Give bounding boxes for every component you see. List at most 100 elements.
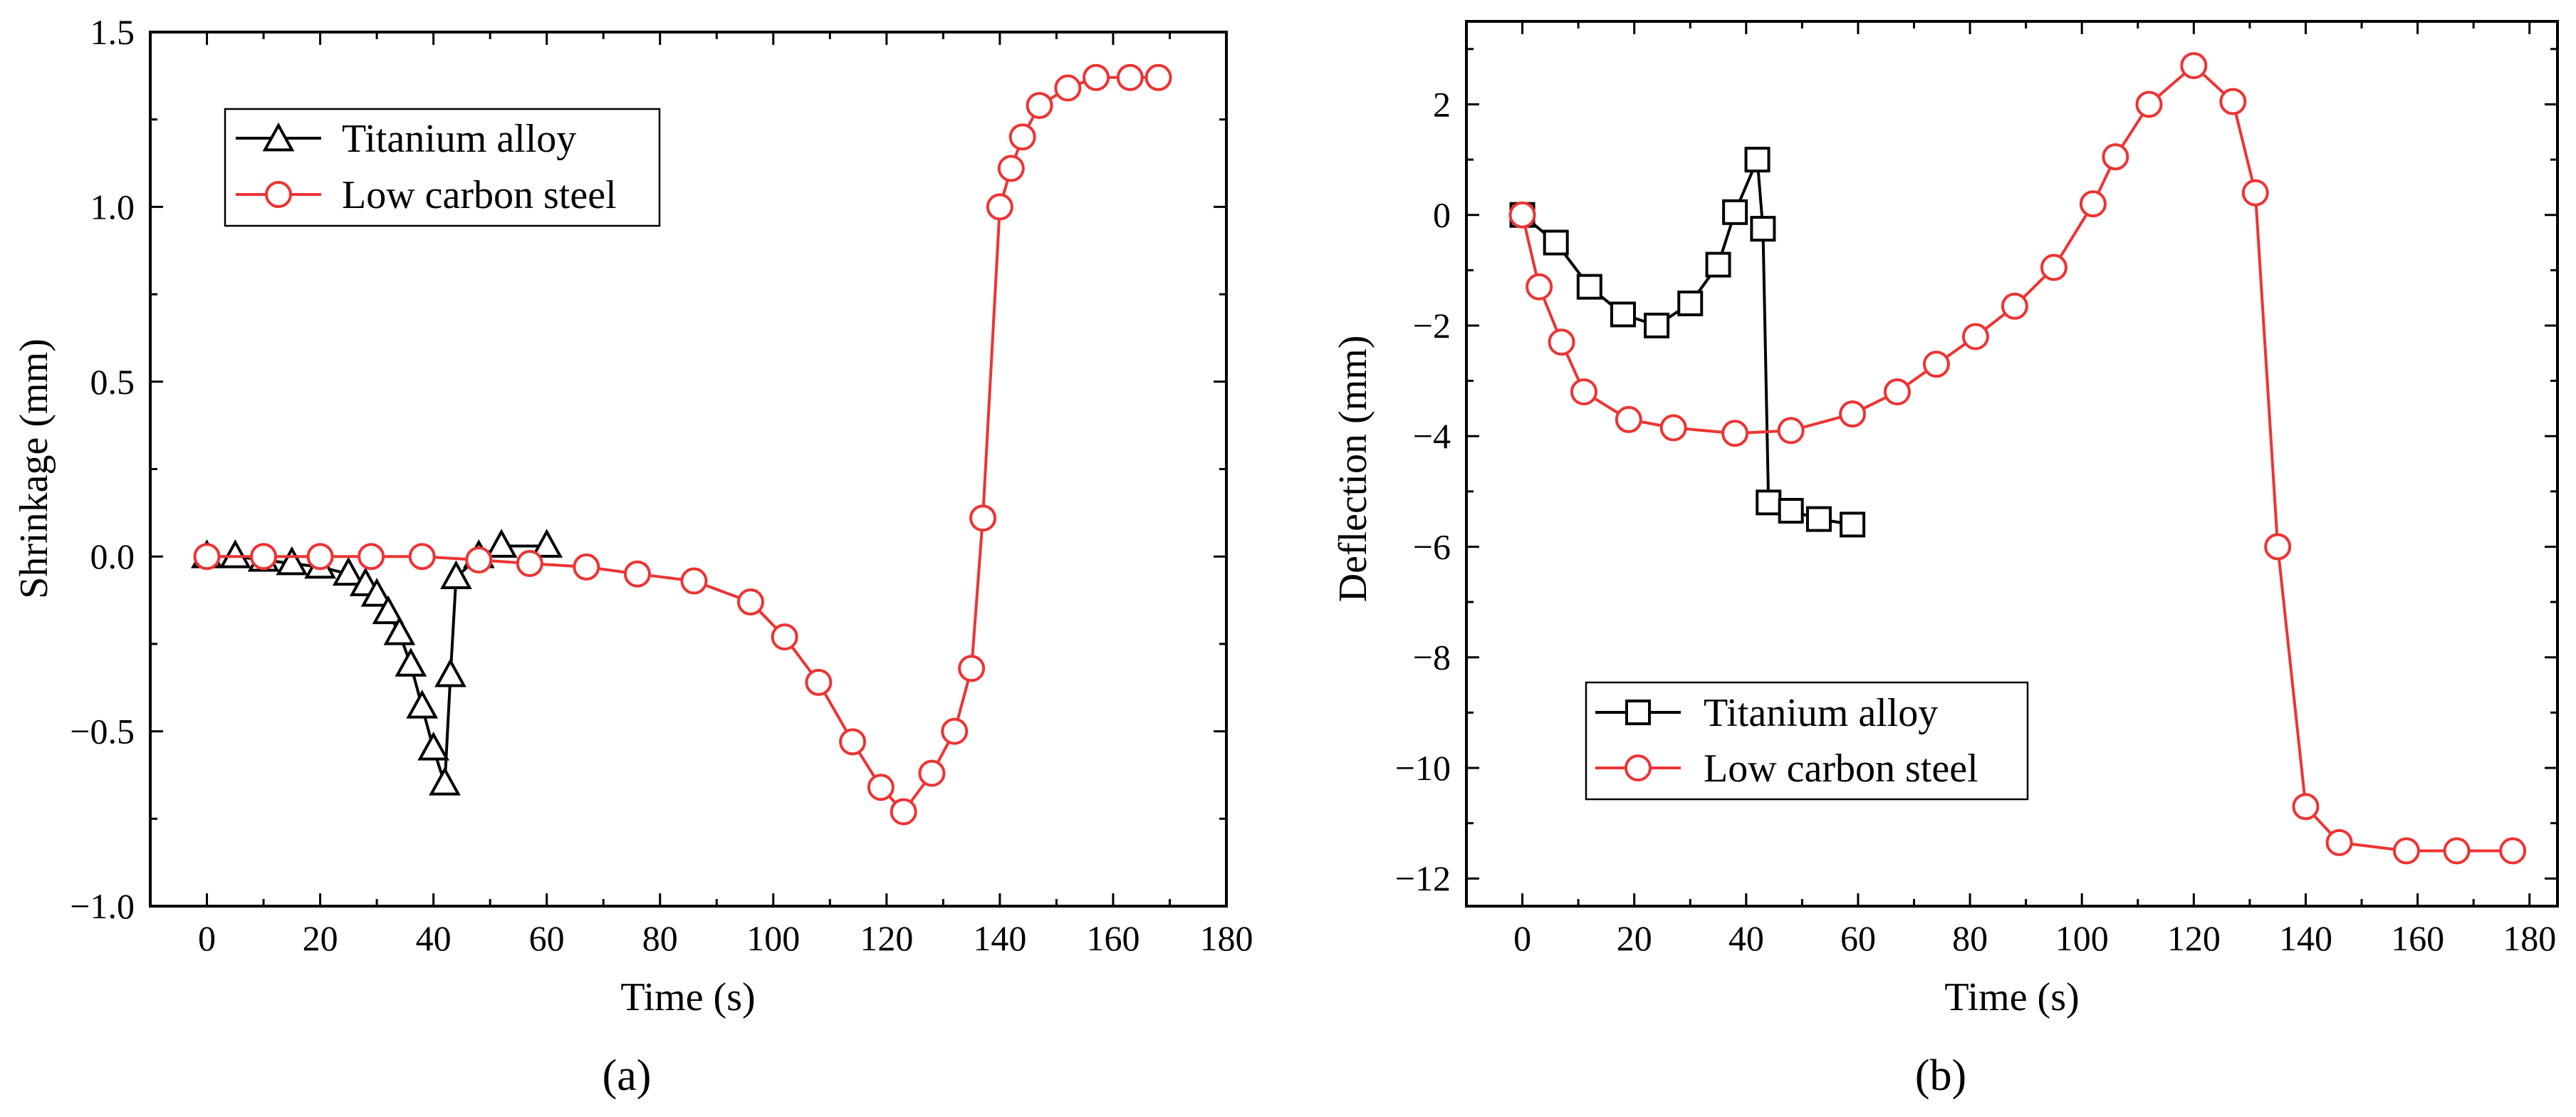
data-point-circle <box>941 717 969 745</box>
y-axis-title: Shrinkage (mm) <box>12 338 56 598</box>
data-point-circle <box>193 543 221 571</box>
x-tick-label: 0 <box>1513 918 1531 958</box>
x-tick-label: 120 <box>2167 918 2221 958</box>
data-point-square <box>1705 251 1731 278</box>
panel-label-a: (a) <box>603 1051 652 1100</box>
data-point-square <box>1644 312 1670 338</box>
x-tick-label: 120 <box>860 918 913 958</box>
data-point-circle <box>2241 179 2269 207</box>
data-point-circle <box>2219 88 2247 115</box>
data-point-circle <box>2135 90 2163 118</box>
data-point-square <box>1805 506 1832 532</box>
legend-label-steel: Low carbon steel <box>342 173 617 217</box>
data-point-square <box>1778 497 1804 524</box>
data-point-square <box>1744 147 1771 173</box>
x-tick-label: 0 <box>198 918 216 958</box>
data-point-circle <box>623 560 651 588</box>
legend: Titanium alloy Low carbon steel <box>1585 681 2029 801</box>
panel-label-b: (b) <box>1915 1051 1966 1100</box>
data-point-triangle <box>429 767 461 796</box>
data-point-triangle <box>417 731 449 761</box>
legend-box <box>224 108 661 227</box>
data-point-circle <box>1508 201 1536 229</box>
data-point-circle <box>1116 63 1144 91</box>
data-point-triangle <box>219 539 251 568</box>
legend-marker-circle <box>265 181 292 208</box>
data-point-square <box>1677 290 1704 316</box>
y-tick-label: −6 <box>1413 526 1451 566</box>
y-tick-label: 2 <box>1433 84 1451 124</box>
x-tick-label: 20 <box>303 918 338 958</box>
data-point-circle <box>867 774 895 801</box>
data-point-circle <box>1054 74 1082 102</box>
x-tick-label: 100 <box>2055 918 2109 958</box>
x-tick-label: 160 <box>2391 918 2444 958</box>
data-point-triangle <box>332 556 365 586</box>
y-tick-label: −2 <box>1413 306 1451 346</box>
data-point-circle <box>890 798 917 826</box>
x-tick-label: 140 <box>2279 918 2332 958</box>
x-tick-label: 80 <box>642 918 678 958</box>
data-point-triangle <box>395 648 427 677</box>
x-axis-title: Time (s) <box>1944 975 2079 1019</box>
data-point-square <box>1750 216 1776 242</box>
x-tick-label: 160 <box>1086 918 1140 958</box>
legend-label-titanium: Titanium alloy <box>342 117 576 161</box>
series-group <box>191 63 1172 826</box>
y-tick-label: 0 <box>1433 195 1451 235</box>
x-tick-labels: 0 20 40 60 80 100 120 140 160 180 <box>1513 918 2556 958</box>
data-point-circle <box>408 543 436 571</box>
data-point-circle <box>2499 837 2527 865</box>
data-point-circle <box>969 504 997 532</box>
plot-frame <box>1465 20 2559 908</box>
y-tick-label: 1.0 <box>90 187 135 227</box>
data-point-circle <box>1777 417 1805 445</box>
x-tick-labels: 0 20 40 60 80 100 120 140 160 180 <box>198 918 1253 958</box>
data-point-circle <box>2392 837 2420 865</box>
x-tick-label: 40 <box>1728 918 1764 958</box>
x-tick-label: 60 <box>529 918 565 958</box>
legend-marker-circle <box>1625 754 1652 781</box>
data-point-triangle <box>360 578 393 607</box>
data-point-circle <box>986 193 1013 221</box>
data-point-circle <box>573 553 600 581</box>
data-point-square <box>1543 229 1569 256</box>
x-tick-label: 40 <box>416 918 452 958</box>
y-tick-label: −1.0 <box>70 886 135 926</box>
data-point-circle <box>958 655 986 682</box>
data-point-circle <box>2264 533 2292 561</box>
y-axis-title: Deflection (mm) <box>1331 336 1375 603</box>
data-point-square <box>1610 301 1636 328</box>
data-point-circle <box>250 543 278 571</box>
x-tick-label: 140 <box>973 918 1026 958</box>
data-point-circle <box>918 759 946 787</box>
data-point-triangle <box>485 529 518 558</box>
axis-ticks <box>150 31 1228 908</box>
panel-a-shrinkage-chart: 0 20 40 60 80 100 120 140 160 180 −1.0 −0.5 0.0 0.5 1… <box>12 12 1253 1100</box>
data-point-circle <box>680 567 708 595</box>
data-point-square <box>1756 489 1782 516</box>
data-point-circle <box>306 543 334 571</box>
legend-marker-square <box>1625 700 1651 725</box>
data-point-circle <box>1083 63 1110 91</box>
data-point-circle <box>2102 143 2129 171</box>
data-point-circle <box>1144 63 1172 91</box>
data-point-circle <box>2040 254 2067 281</box>
data-point-circle <box>805 668 833 696</box>
data-point-circle <box>2325 828 2353 856</box>
axis-ticks <box>1466 21 2557 906</box>
data-point-circle <box>358 543 385 571</box>
y-tick-label: −12 <box>1395 858 1451 898</box>
y-tick-label: −10 <box>1395 748 1451 788</box>
data-point-triangle <box>276 546 308 576</box>
data-point-circle <box>1883 378 1911 406</box>
data-point-circle <box>1659 414 1687 442</box>
data-point-circle <box>1570 378 1597 406</box>
legend: Titanium alloy Low carbon steel <box>224 108 661 227</box>
data-point-circle <box>1839 400 1867 428</box>
y-tick-label: −4 <box>1413 416 1451 456</box>
series-line-circle <box>207 76 1159 814</box>
legend-marker-triangle <box>262 122 295 152</box>
x-axis-title: Time (s) <box>620 975 755 1019</box>
